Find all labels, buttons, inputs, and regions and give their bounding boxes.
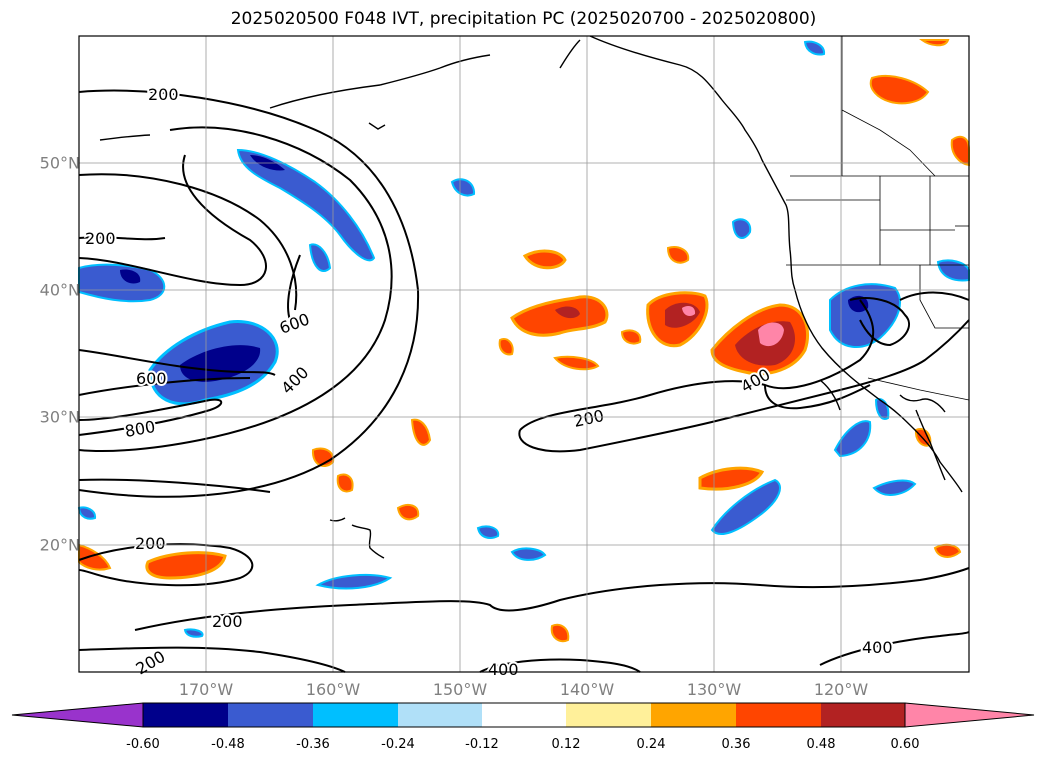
map-title: 2025020500 F048 IVT, precipitation PC (2…	[230, 9, 817, 29]
colorbar-tick: -0.60	[126, 737, 160, 752]
colorbar-segment	[398, 703, 482, 727]
lon-label: 170°W	[178, 680, 234, 699]
lon-label: 160°W	[305, 680, 361, 699]
colorbar-tick: 0.36	[721, 737, 751, 752]
contour-label: 200	[85, 229, 116, 248]
colorbar-tick: 0.60	[890, 737, 920, 752]
lon-label: 130°W	[686, 680, 742, 699]
lon-label: 120°W	[813, 680, 869, 699]
colorbar-tick: -0.36	[296, 737, 330, 752]
coastlines	[99, 35, 963, 559]
colorbar-segment	[143, 703, 228, 727]
colorbar-tick: 0.48	[806, 737, 836, 752]
contour-label: 400	[862, 638, 893, 657]
lon-label: 140°W	[559, 680, 615, 699]
contour-label: 200	[148, 85, 179, 104]
colorbar-segment	[566, 703, 651, 727]
gridlines	[79, 36, 969, 672]
colorbar-tick: -0.12	[465, 737, 499, 752]
ivt-contours	[78, 89, 970, 673]
colorbar	[11, 702, 1035, 728]
colorbar-segment	[821, 703, 905, 727]
colorbar-tick: 0.24	[636, 737, 666, 752]
lon-label: 150°W	[432, 680, 488, 699]
map-frame	[78, 35, 970, 673]
lat-label: 30°N	[39, 407, 80, 427]
contour-label: 200	[135, 534, 166, 553]
contour-label: 400	[488, 660, 519, 679]
colorbar-segment	[736, 703, 821, 727]
colorbar-segment	[313, 703, 398, 727]
contour-label: 600	[136, 369, 167, 388]
colorbar-segment	[651, 703, 736, 727]
colorbar-extend-low	[11, 702, 144, 728]
colorbar-tick: 0.12	[551, 737, 581, 752]
precip-positive-anomalies	[78, 39, 970, 643]
colorbar-tick: -0.48	[211, 737, 245, 752]
political-borders	[786, 36, 970, 401]
colorbar-extend-high	[904, 702, 1035, 728]
precip-negative-anomalies	[77, 40, 970, 638]
lat-label: 20°N	[39, 535, 80, 555]
colorbar-segment	[482, 703, 566, 727]
lat-label: 40°N	[39, 280, 80, 300]
colorbar-segment	[228, 703, 313, 727]
colorbar-tick: -0.24	[381, 737, 415, 752]
lat-label: 50°N	[39, 153, 80, 173]
contour-label: 200	[212, 612, 243, 631]
